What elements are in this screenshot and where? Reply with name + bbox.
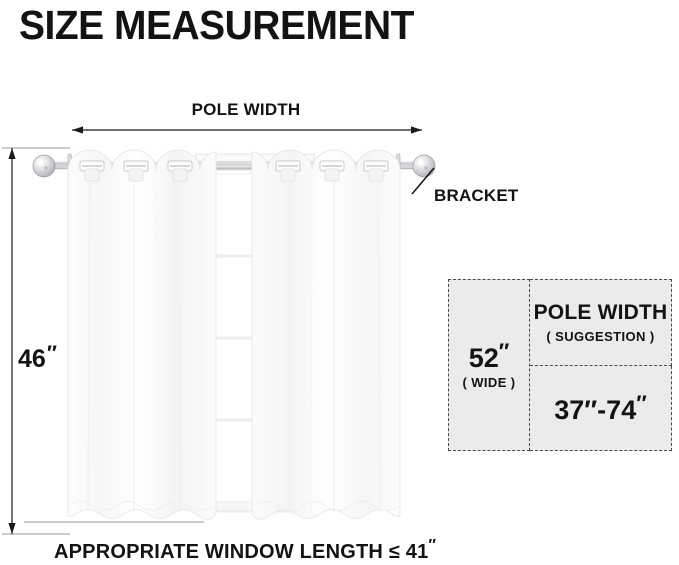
bracket-leader-line — [411, 167, 435, 195]
height-number: 46 — [18, 345, 46, 373]
spec-width-sublabel: ( WIDE ) — [462, 375, 516, 391]
spec-pole-heading: POLE WIDTH — [533, 301, 668, 324]
curtain-rod-finial-left-icon — [32, 153, 73, 179]
spec-range-number: 37″-74 — [554, 394, 637, 425]
window-length-caption: APPROPRIATE WINDOW LENGTH ≤ 41″ — [54, 537, 436, 564]
page-title: SIZE MEASUREMENT — [19, 2, 414, 48]
curtain-window-illustration — [24, 149, 436, 523]
curtain-panel-right — [251, 149, 401, 520]
bracket-label: BRACKET — [434, 186, 519, 205]
spec-width-value: 52″ — [469, 340, 510, 372]
spec-cell-pole-width: POLE WIDTH ( SUGGESTION ) — [530, 279, 672, 366]
curtain-panel-left — [67, 149, 217, 520]
height-dimension-arrow — [2, 147, 70, 535]
window-length-caption-unit: ″ — [428, 537, 437, 554]
window-length-caption-text: APPROPRIATE WINDOW LENGTH ≤ 41 — [54, 541, 429, 563]
height-unit: ″ — [46, 342, 57, 365]
spec-width-unit: ″ — [498, 338, 510, 364]
curtain-grommet-icon-group-right — [275, 160, 389, 182]
spec-cell-width: 52″ ( WIDE ) — [448, 279, 530, 451]
spec-table: 52″ ( WIDE ) POLE WIDTH ( SUGGESTION ) 3… — [448, 279, 672, 451]
spec-range-unit: ″ — [636, 390, 647, 416]
pole-width-dimension-label: POLE WIDTH — [191, 100, 301, 119]
curtain-grommet-icon-group-left — [79, 160, 193, 182]
pole-width-dimension-arrow — [72, 126, 422, 134]
spec-pole-sublabel: ( SUGGESTION ) — [546, 329, 655, 344]
spec-cell-pole-range: 37″-74″ — [530, 366, 672, 451]
spec-range-value: 37″-74″ — [554, 391, 647, 426]
spec-width-number: 52 — [468, 342, 499, 373]
height-dimension-value: 46″ — [18, 342, 57, 374]
